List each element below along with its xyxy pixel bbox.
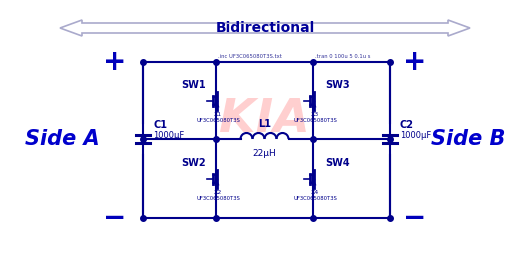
Text: UF3C065080T3S: UF3C065080T3S <box>293 118 337 123</box>
Text: −: − <box>103 204 127 232</box>
Text: Bidirectional: Bidirectional <box>215 21 315 35</box>
Text: X3: X3 <box>311 112 319 116</box>
Text: 22μH: 22μH <box>253 149 276 158</box>
Text: Side B: Side B <box>431 129 505 149</box>
Text: X1: X1 <box>214 112 222 116</box>
Text: 1000μF: 1000μF <box>400 132 431 141</box>
Text: KIA: KIA <box>218 97 310 142</box>
Text: .inc UF3C065080T3S.txt: .inc UF3C065080T3S.txt <box>218 54 282 59</box>
Text: +: + <box>103 48 127 76</box>
Text: UF3C065080T3S: UF3C065080T3S <box>196 118 240 123</box>
Text: C2: C2 <box>400 120 414 130</box>
Text: Side A: Side A <box>25 129 99 149</box>
Text: UF3C065080T3S: UF3C065080T3S <box>293 196 337 200</box>
Text: −: − <box>403 204 427 232</box>
Text: 1000μF: 1000μF <box>153 132 184 141</box>
Text: SW3: SW3 <box>325 80 350 90</box>
Text: SW2: SW2 <box>181 157 206 167</box>
Text: UF3C065080T3S: UF3C065080T3S <box>196 196 240 200</box>
Text: X4: X4 <box>311 189 319 195</box>
Text: SW4: SW4 <box>325 157 350 167</box>
Text: C1: C1 <box>153 120 167 130</box>
Text: SW1: SW1 <box>181 80 206 90</box>
Text: X2: X2 <box>214 189 222 195</box>
Text: .tran 0 100u 5 0.1u s: .tran 0 100u 5 0.1u s <box>315 54 370 59</box>
Text: +: + <box>403 48 427 76</box>
Text: L1: L1 <box>258 119 271 129</box>
